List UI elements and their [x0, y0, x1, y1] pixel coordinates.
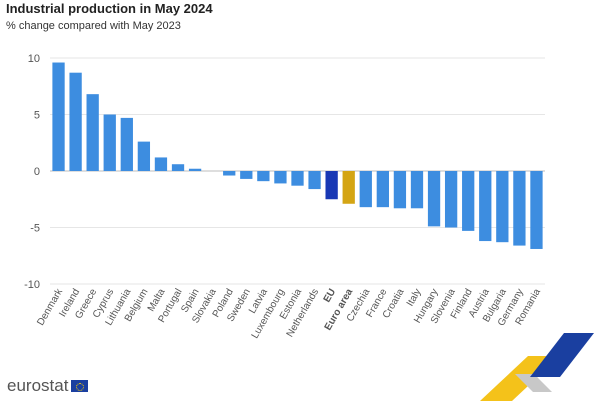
bar-poland [223, 171, 236, 176]
chart-subtitle: % change compared with May 2023 [6, 20, 181, 32]
bar-estonia [291, 171, 304, 186]
bar-belgium [137, 141, 151, 171]
y-tick-label: 5 [34, 110, 40, 122]
y-tick-label: -10 [24, 279, 40, 291]
bar-italy [410, 171, 424, 209]
bar-bulgaria [496, 171, 509, 243]
bar-france [376, 171, 389, 208]
bar-euro-area [342, 171, 355, 204]
bar-eu [325, 171, 338, 200]
bar-greece [86, 94, 99, 171]
bar-malta [154, 157, 168, 171]
eurostat-logo: eurostat [7, 376, 89, 396]
bar-lithuania [120, 117, 133, 171]
bar-sweden [240, 171, 253, 179]
y-tick-label: 0 [34, 166, 40, 178]
bar-slovenia [444, 171, 458, 228]
bar-netherlands [308, 171, 321, 190]
x-tick-label: EU [322, 287, 338, 305]
bar-luxembourg [274, 171, 287, 184]
decor-ribbon-blue [530, 333, 594, 377]
eu-flag-icon [71, 380, 89, 392]
bar-denmark [52, 62, 65, 171]
bar-finland [462, 171, 475, 231]
logo-text: eurostat [7, 376, 69, 395]
bar-portugal [171, 164, 185, 171]
bar-cyprus [103, 114, 116, 171]
bar-czechia [359, 171, 372, 208]
y-tick-label: 10 [28, 53, 40, 65]
bar-austria [479, 171, 492, 242]
bar-romania [530, 171, 543, 249]
bar-ireland [69, 72, 82, 171]
chart-title: Industrial production in May 2024 [6, 1, 213, 16]
bar-germany [513, 171, 526, 246]
bar-spain [188, 168, 202, 171]
decor-ribbon-grey [515, 374, 552, 392]
bar-latvia [257, 171, 270, 182]
y-tick-label: -5 [30, 223, 40, 235]
bar-hungary [427, 171, 441, 227]
bar-croatia [393, 171, 407, 209]
